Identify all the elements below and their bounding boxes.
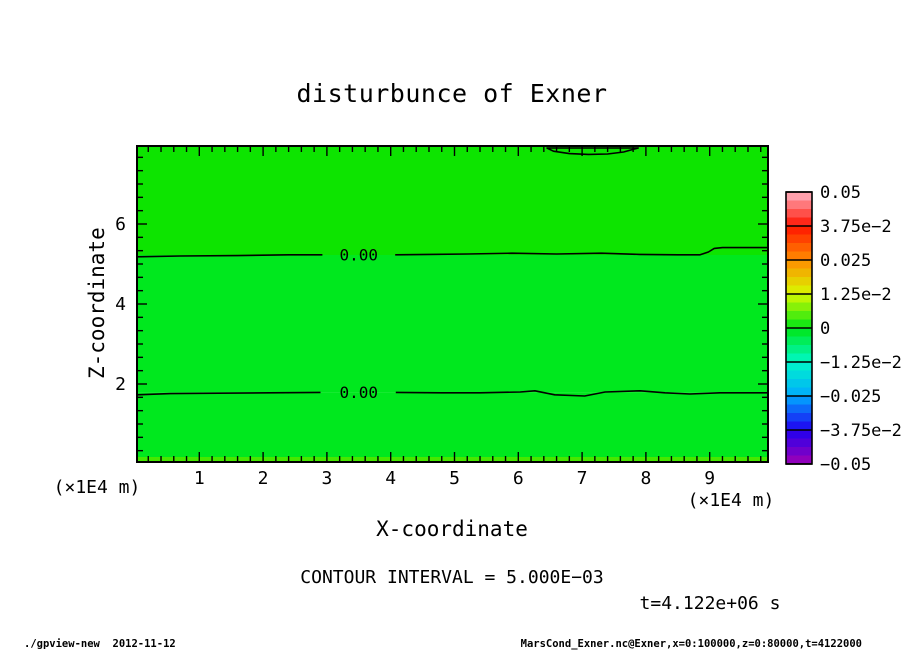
colorbar-label: 0	[820, 319, 830, 339]
y-axis-units-label: (×1E4 m)	[53, 477, 141, 498]
colorbar-swatch	[786, 260, 812, 269]
axis-ticks	[138, 147, 767, 461]
colorbar-labels: 0.05 3.75e−2 0.025 1.25e−2 0 −1.25e−2 −0.025 −3…	[820, 183, 902, 475]
plot-border	[136, 145, 769, 463]
colorbar-swatch	[786, 268, 812, 278]
fill-band	[137, 255, 768, 393]
colorbar-label: −0.05	[820, 455, 871, 475]
x-tick-label: 4	[385, 468, 396, 489]
fill-band	[137, 146, 768, 255]
contour-line	[136, 391, 321, 396]
colorbar-swatch	[786, 234, 812, 244]
colorbar-swatch	[786, 438, 812, 448]
colorbar-label: 0.025	[820, 251, 871, 271]
colorbar-swatch	[786, 404, 812, 414]
colorbar-swatch	[786, 379, 812, 388]
colorbar-swatch	[786, 345, 812, 354]
y-tick-label: 6	[115, 214, 126, 235]
y-tick-labels: 2 4 6	[115, 214, 126, 395]
fill-band	[137, 392, 768, 457]
x-tick-label: 3	[321, 468, 332, 489]
colorbar-swatch	[786, 209, 812, 218]
contour-line	[136, 254, 323, 258]
x-axis-units-label: (×1E4 m)	[687, 490, 775, 511]
colorbar-label: 1.25e−2	[820, 285, 892, 305]
colorbar-swatch	[786, 277, 812, 286]
colorbar-swatch	[786, 251, 812, 261]
contour-interval-note: CONTOUR INTERVAL = 5.000E−03	[300, 567, 604, 588]
colorbar-swatch	[786, 413, 812, 422]
colorbar-label: −0.025	[820, 387, 881, 407]
time-label: t=4.122e+06 s	[639, 593, 781, 614]
colorbar-swatch	[786, 311, 812, 320]
x-tick-label: 9	[704, 468, 715, 489]
colorbar-swatch	[786, 396, 812, 405]
colorbar-swatch	[786, 294, 812, 303]
colorbar-swatch	[786, 328, 812, 337]
contour-labels: 0.00 0.00	[340, 246, 379, 402]
y-tick-label: 2	[115, 374, 126, 395]
x-tick-label: 5	[449, 468, 460, 489]
contour-line	[395, 389, 768, 397]
colorbar-label: 3.75e−2	[820, 217, 892, 237]
colorbar-swatch	[786, 319, 812, 329]
x-tick-label: 6	[513, 468, 524, 489]
colorbar-swatch	[786, 217, 812, 227]
contour-fill-bands	[137, 146, 768, 462]
colorbar-label: −3.75e−2	[820, 421, 902, 441]
contour-level-label: 0.00	[340, 246, 379, 265]
y-tick-label: 4	[115, 294, 126, 315]
colorbar-border	[785, 191, 813, 465]
colorbar-swatch	[786, 362, 812, 371]
colorbar-swatch	[786, 421, 812, 431]
colorbar-swatch	[786, 387, 812, 397]
x-tick-label: 7	[577, 468, 588, 489]
colorbar-swatch	[786, 285, 812, 295]
x-axis-title: X-coordinate	[376, 517, 528, 541]
colorbar-swatch	[786, 302, 812, 312]
colorbar-swatch	[786, 370, 812, 380]
y-axis-title: Z-coordinate	[85, 227, 109, 379]
fill-band	[137, 457, 768, 462]
colorbar-swatch	[786, 353, 812, 363]
colorbar-swatch	[786, 447, 812, 456]
colorbar	[785, 191, 813, 465]
x-tick-label: 2	[258, 468, 269, 489]
colorbar-swatch	[786, 455, 812, 465]
x-tick-labels: 1 2 3 4 5 6 7 8 9	[194, 468, 715, 489]
contour-line	[395, 246, 768, 256]
colorbar-label: 0.05	[820, 183, 861, 203]
colorbar-label: −1.25e−2	[820, 353, 902, 373]
colorbar-swatch	[786, 200, 812, 210]
x-tick-label: 1	[194, 468, 205, 489]
colorbar-swatch	[786, 243, 812, 252]
colorbar-swatch	[786, 430, 812, 439]
colorbar-swatch	[786, 226, 812, 235]
contour-level-label: 0.00	[340, 383, 379, 402]
colorbar-swatch	[786, 336, 812, 346]
colorbar-swatch	[786, 192, 812, 201]
footer-command-stamp: ./gpview-new 2012-11-12	[24, 638, 176, 650]
footer-data-source: MarsCond_Exner.nc@Exner,x=0:100000,z=0:8…	[520, 638, 862, 650]
chart-title: disturbunce of Exner	[296, 79, 608, 108]
x-tick-label: 8	[640, 468, 651, 489]
